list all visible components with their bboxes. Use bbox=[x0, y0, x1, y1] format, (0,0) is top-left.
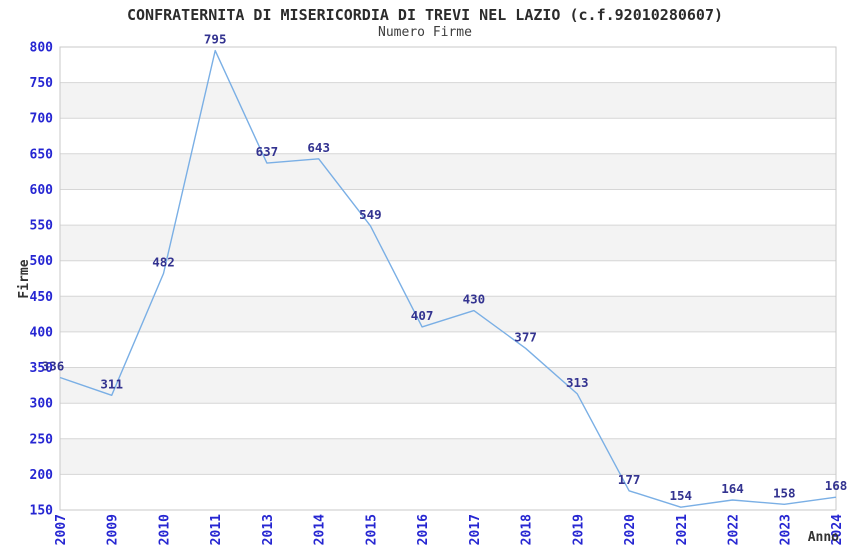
x-tick-label: 2018 bbox=[520, 514, 535, 545]
x-tick-label: 2014 bbox=[313, 514, 328, 545]
plot-border bbox=[59, 46, 837, 511]
data-point-label: 377 bbox=[514, 329, 537, 344]
y-axis-title: Firme bbox=[17, 259, 32, 298]
x-tick-label: 2007 bbox=[54, 514, 69, 545]
plot-band bbox=[60, 225, 836, 261]
y-tick-label: 650 bbox=[30, 147, 54, 162]
data-point-label: 795 bbox=[204, 32, 227, 47]
x-axis-title: Anno bbox=[808, 530, 839, 545]
y-tick-label: 250 bbox=[30, 432, 54, 447]
y-tick-label: 700 bbox=[30, 112, 54, 127]
data-point-label: 154 bbox=[670, 488, 693, 503]
data-point-label: 177 bbox=[618, 472, 641, 487]
y-tick-label: 450 bbox=[30, 290, 54, 305]
x-tick-label: 2019 bbox=[571, 514, 586, 545]
data-point-label: 158 bbox=[773, 485, 796, 500]
data-point-label: 311 bbox=[100, 376, 123, 391]
x-tick-label: 2015 bbox=[364, 514, 379, 545]
y-tick-label: 500 bbox=[30, 254, 54, 269]
x-tick-label: 2020 bbox=[623, 514, 638, 545]
data-point-label: 549 bbox=[359, 207, 382, 222]
data-point-label: 168 bbox=[825, 478, 848, 493]
x-tick-label: 2013 bbox=[261, 514, 276, 545]
x-tick-label: 2009 bbox=[106, 514, 121, 545]
chart-title: CONFRATERNITA DI MISERICORDIA DI TREVI N… bbox=[126, 6, 724, 24]
y-tick-label: 350 bbox=[30, 361, 54, 376]
x-tick-label: 2010 bbox=[158, 514, 173, 545]
plot-band bbox=[60, 438, 836, 475]
plot-band bbox=[60, 153, 836, 190]
data-point-label: 336 bbox=[42, 359, 65, 374]
x-tick-label: 2011 bbox=[209, 514, 224, 545]
data-point-label: 164 bbox=[721, 481, 744, 496]
y-tick-label: 600 bbox=[30, 183, 54, 198]
x-tick-label: 2024 bbox=[830, 514, 845, 545]
plot-band bbox=[60, 367, 836, 404]
chart-subtitle: Numero Firme bbox=[378, 25, 472, 40]
plot-band bbox=[60, 296, 836, 332]
y-tick-label: 300 bbox=[30, 397, 54, 412]
data-line bbox=[59, 49, 837, 508]
x-tick-label: 2016 bbox=[416, 514, 431, 545]
data-point-label: 637 bbox=[256, 144, 279, 159]
data-point-label: 313 bbox=[566, 375, 589, 390]
y-tick-label: 550 bbox=[30, 219, 54, 234]
y-tick-label: 200 bbox=[30, 468, 54, 483]
y-tick-label: 400 bbox=[30, 325, 54, 340]
y-tick-label: 800 bbox=[30, 41, 54, 56]
data-point-label: 482 bbox=[152, 255, 175, 270]
data-point-label: 430 bbox=[463, 292, 486, 307]
x-tick-label: 2021 bbox=[675, 514, 690, 545]
y-tick-label: 750 bbox=[30, 76, 54, 91]
y-tick-label: 150 bbox=[30, 504, 54, 519]
x-tick-label: 2023 bbox=[778, 514, 793, 545]
data-point-label: 643 bbox=[307, 140, 330, 155]
data-point-label: 407 bbox=[411, 308, 434, 323]
x-tick-label: 2022 bbox=[727, 514, 742, 545]
x-tick-label: 2017 bbox=[468, 514, 483, 545]
plot-band bbox=[60, 82, 836, 119]
